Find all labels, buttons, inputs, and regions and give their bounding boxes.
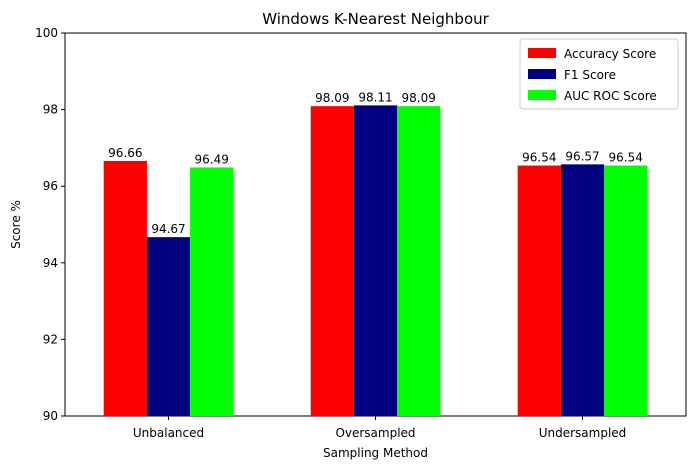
- y-axis-label: Score %: [9, 200, 23, 249]
- legend-swatch: [528, 90, 556, 100]
- chart-title: Windows K-Nearest Neighbour: [262, 10, 489, 28]
- x-axis-label: Sampling Method: [323, 446, 428, 460]
- legend: Accuracy Score F1 Score AUC ROC Score: [519, 38, 679, 110]
- bar: [560, 164, 605, 416]
- x-tick-label: Oversampled: [335, 426, 415, 440]
- bar: [604, 165, 648, 416]
- y-tick-label: 96: [43, 179, 58, 193]
- bars-group: [103, 105, 648, 417]
- y-tick-label: 90: [43, 409, 58, 423]
- bar-value-label: 98.09: [402, 91, 436, 105]
- bar: [517, 165, 561, 416]
- bar-value-label: 96.54: [609, 151, 643, 165]
- y-tick-label: 100: [35, 26, 58, 40]
- bar-value-label: 96.57: [565, 149, 599, 163]
- x-tick-label: Undersampled: [539, 426, 627, 440]
- y-tick-label: 98: [43, 103, 58, 117]
- y-tick-label: 94: [43, 256, 58, 270]
- y-axis: 90 92 94 96 98 100: [35, 26, 65, 423]
- bar-value-label: 96.54: [522, 151, 556, 165]
- bar-value-label: 98.11: [358, 90, 392, 104]
- bar: [190, 167, 234, 416]
- bar: [146, 237, 191, 416]
- legend-box: [519, 38, 679, 110]
- legend-label: AUC ROC Score: [564, 89, 657, 103]
- x-tick-label: Unbalanced: [133, 426, 204, 440]
- bar: [310, 106, 354, 416]
- bar: [353, 105, 398, 417]
- legend-swatch: [528, 48, 556, 58]
- bar-value-label: 96.66: [108, 146, 142, 160]
- bar-labels-group: 96.66 94.67 96.49 98.09 98.11 98.09 96.54 96.57…: [108, 90, 643, 236]
- bar-value-label: 98.09: [315, 91, 349, 105]
- legend-swatch: [528, 69, 556, 79]
- legend-label: F1 Score: [564, 68, 616, 82]
- y-tick-label: 92: [43, 332, 58, 346]
- bar-value-label: 96.49: [195, 152, 229, 166]
- bar: [397, 106, 441, 416]
- bar-value-label: 94.67: [151, 222, 185, 236]
- legend-label: Accuracy Score: [564, 47, 656, 61]
- x-axis: Unbalanced Oversampled Undersampled: [133, 416, 626, 440]
- bar: [103, 160, 147, 416]
